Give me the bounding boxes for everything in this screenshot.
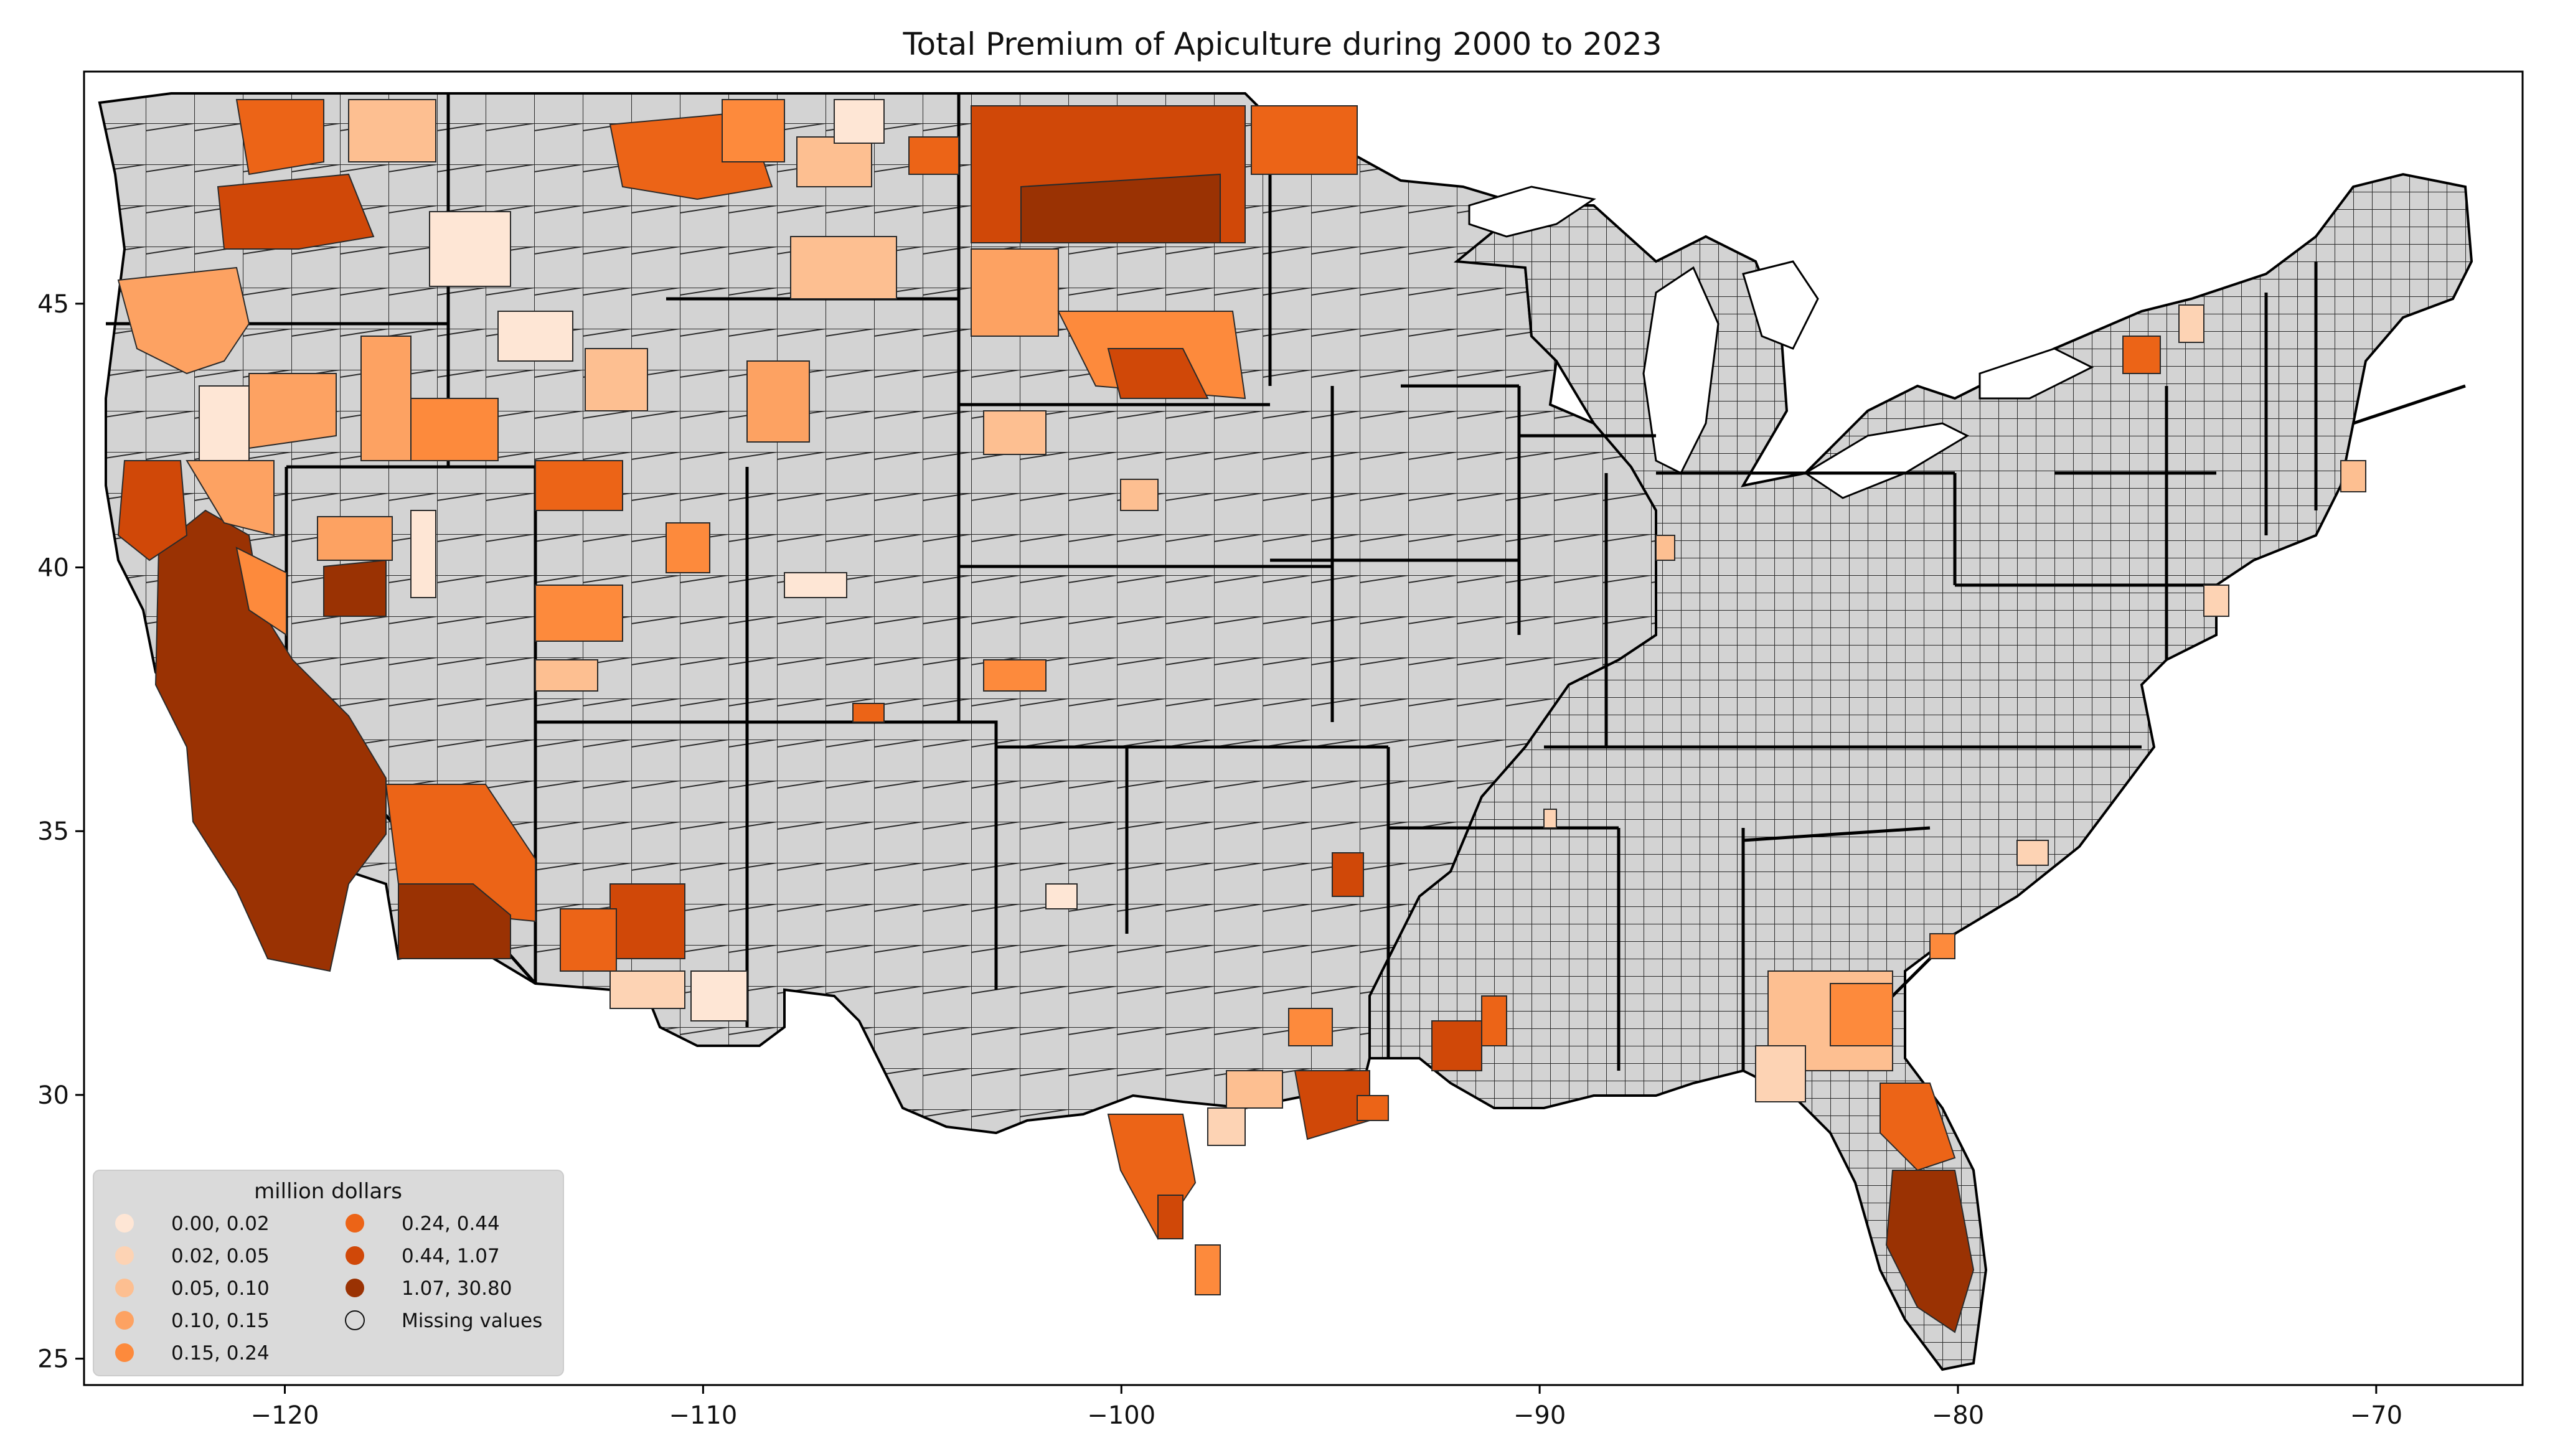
map-title: Total Premium of Apiculture during 2000 …	[902, 26, 1662, 62]
legend-entry-label: 0.10, 0.15	[171, 1310, 270, 1332]
legend-swatch	[115, 1279, 134, 1297]
y-tick-label: 25	[37, 1345, 69, 1374]
legend-entry-label: 0.15, 0.24	[171, 1342, 270, 1364]
legend-entry-label: Missing values	[402, 1310, 542, 1332]
legend-entry-label: 0.02, 0.05	[171, 1245, 270, 1267]
x-tick-label: −70	[2350, 1401, 2402, 1430]
x-tick-label: −100	[1087, 1401, 1155, 1430]
legend-title: million dollars	[254, 1179, 402, 1204]
legend-entry-label: 0.05, 0.10	[171, 1277, 270, 1300]
y-tick-label: 30	[37, 1081, 69, 1110]
legend-swatch	[115, 1214, 134, 1233]
x-tick-label: −90	[1513, 1401, 1566, 1430]
legend-entry-label: 0.24, 0.44	[402, 1213, 500, 1235]
x-tick-label: −80	[1932, 1401, 1984, 1430]
legend-swatch	[346, 1246, 364, 1265]
x-tick-label: −120	[251, 1401, 319, 1430]
legend-swatch	[345, 1310, 365, 1330]
x-tick-label: −110	[669, 1401, 737, 1430]
y-tick-label: 35	[37, 817, 69, 846]
legend-entry-label: 0.00, 0.02	[171, 1213, 270, 1235]
legend-swatch	[346, 1214, 364, 1233]
y-tick-label: 40	[37, 554, 69, 583]
legend-swatch	[115, 1311, 134, 1330]
legend-swatch	[346, 1279, 364, 1297]
legend: million dollars 0.00, 0.02 0.02, 0.05 0.05…	[93, 1170, 564, 1376]
plot-frame	[83, 70, 2524, 1386]
map-body	[98, 92, 2473, 1371]
county-fills	[117, 99, 2366, 1333]
legend-swatch	[115, 1246, 134, 1265]
legend-entry-label: 1.07, 30.80	[402, 1277, 512, 1300]
state-borders	[106, 93, 2466, 1071]
y-tick-label: 45	[37, 290, 69, 319]
legend-entries: 0.00, 0.02 0.02, 0.05 0.05, 0.10 0.10, 0.15…	[115, 1213, 542, 1364]
x-axis: −120 −110 −100 −90 −80 −70	[251, 1385, 2402, 1430]
legend-swatch	[115, 1343, 134, 1362]
legend-entry-label: 0.44, 1.07	[402, 1245, 500, 1267]
legend-box	[93, 1170, 564, 1376]
y-axis: 25 30 35 40 45	[37, 290, 84, 1374]
great-lakes	[1468, 186, 2094, 499]
